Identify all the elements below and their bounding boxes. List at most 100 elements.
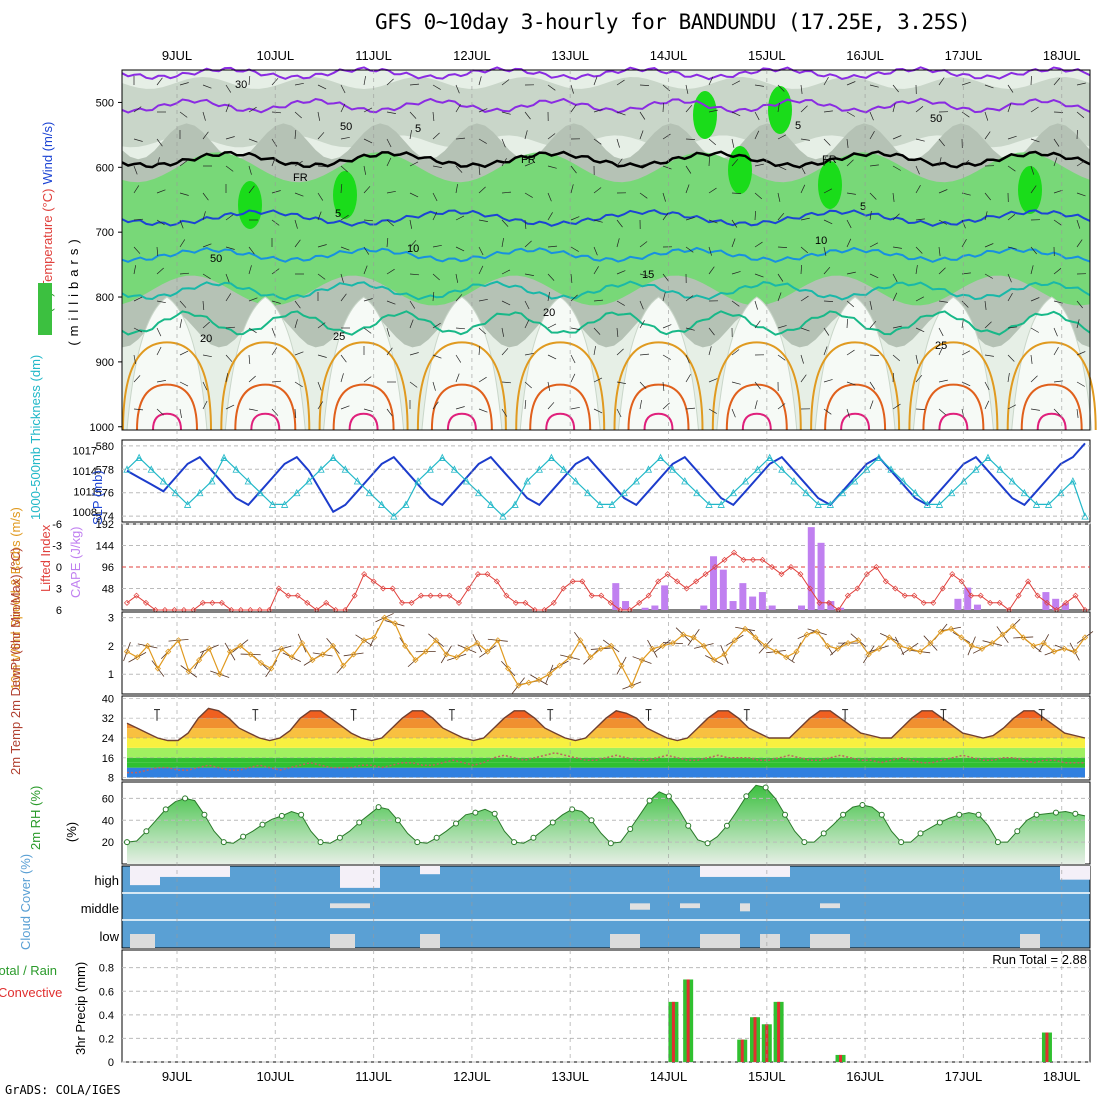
precip-legend-convective: Convective [0,985,62,1000]
wind-barb [202,131,209,140]
wind-barb [1007,326,1017,329]
li-point [797,571,804,578]
wind-barb [616,79,625,86]
li-point [588,592,595,599]
rh-point [414,839,421,846]
thickness-point [584,488,592,497]
li-point [731,549,738,556]
rh-point [859,801,866,808]
thickness-point [596,500,604,508]
thickness-point [196,488,204,497]
thickness-point [559,465,568,473]
wind-barb [754,163,764,167]
thickness-point [171,488,180,497]
temp-band [127,762,1085,768]
wind-barb [478,76,482,86]
wind-barb [800,84,803,94]
wind-barb [708,408,717,414]
wind-barb [915,106,924,113]
wind-barb [524,111,531,120]
li-point [854,585,861,592]
series-line-slp [126,442,1086,514]
wind-barb [685,184,690,194]
wind-barb [961,81,971,86]
rh-point [994,839,1001,846]
li-tick-label: 6 [56,605,62,617]
wind-barb [1053,157,1058,167]
cape-bar [768,605,776,610]
cape-bar [719,569,727,610]
cape-tick-label: 192 [96,519,114,531]
wind-point [886,634,893,641]
wind-barb [754,400,758,410]
temp-tick-label: 8 [108,773,114,785]
thickness-point [1081,512,1089,520]
wind-barb [915,165,920,175]
rh-point [569,806,576,813]
rh-point [704,840,711,847]
wind-barb [823,379,833,383]
wind-barb [593,346,596,356]
rh-point [820,830,827,837]
wind-point [875,645,883,652]
contour-warm-arch [332,383,395,431]
wind-barb [662,133,671,140]
wind-barb [616,348,624,356]
rh-point [433,834,440,841]
wind-barb [524,130,528,140]
cape-ylabel-text: CAPE (J/kg) [68,526,83,598]
li-point [560,585,567,592]
cape-bar [700,605,708,610]
wind-point [999,631,1006,638]
rh-point [220,839,227,846]
wind-barb [800,327,810,332]
wind-barb [570,184,574,194]
li-point [740,556,747,563]
wind-barb [915,246,923,254]
thickness-point [778,465,786,473]
wind-barb [271,111,282,114]
rh-point [743,793,750,800]
thickness-point [523,477,531,485]
wind-barb [570,294,578,302]
wind-barb [179,82,189,86]
contour-warm-arch [711,341,802,431]
cloud-layer-label: middle [81,901,119,916]
wind-barb [547,84,556,91]
contour-warm-arch [122,341,212,431]
rh-dry-column [912,296,994,431]
wind-barb [294,300,301,309]
wind-barb [869,242,879,248]
wind-barb [317,192,324,201]
slp-ylabel-text: SLP (mb) [90,470,105,525]
li-point [920,599,927,606]
precip-tick-label: 0.6 [99,986,114,998]
wind-barb [501,238,504,248]
wind-barb [317,273,326,280]
wind-barb [501,408,508,417]
wind-barb [179,219,184,229]
date-label-bottom: 18JUL [1043,1069,1081,1084]
wind-point [834,645,841,652]
wind-barb [1007,84,1014,93]
wind-barb [179,160,188,167]
wind-barb [1030,327,1039,333]
cape-bar [749,596,757,610]
thickness-point [766,453,774,461]
cape-bar [710,556,718,610]
wind-barb [915,138,925,142]
cape-bar [798,605,806,610]
li-point [768,564,775,570]
cape-tick-label: 96 [102,562,114,574]
wind-barb [915,296,925,302]
chart-title: GFS 0~10day 3-hourly for BANDUNDU (17.25… [375,10,971,34]
thickness-point [572,477,580,485]
wind-barb [156,380,166,383]
wind-barb [708,138,717,146]
wind-barb [340,183,343,194]
thickness-point [475,488,483,497]
rh-line [126,784,1086,844]
wind-barb [708,378,718,383]
precip-tick-label: 0 [108,1057,114,1069]
wind-barb [823,77,829,86]
